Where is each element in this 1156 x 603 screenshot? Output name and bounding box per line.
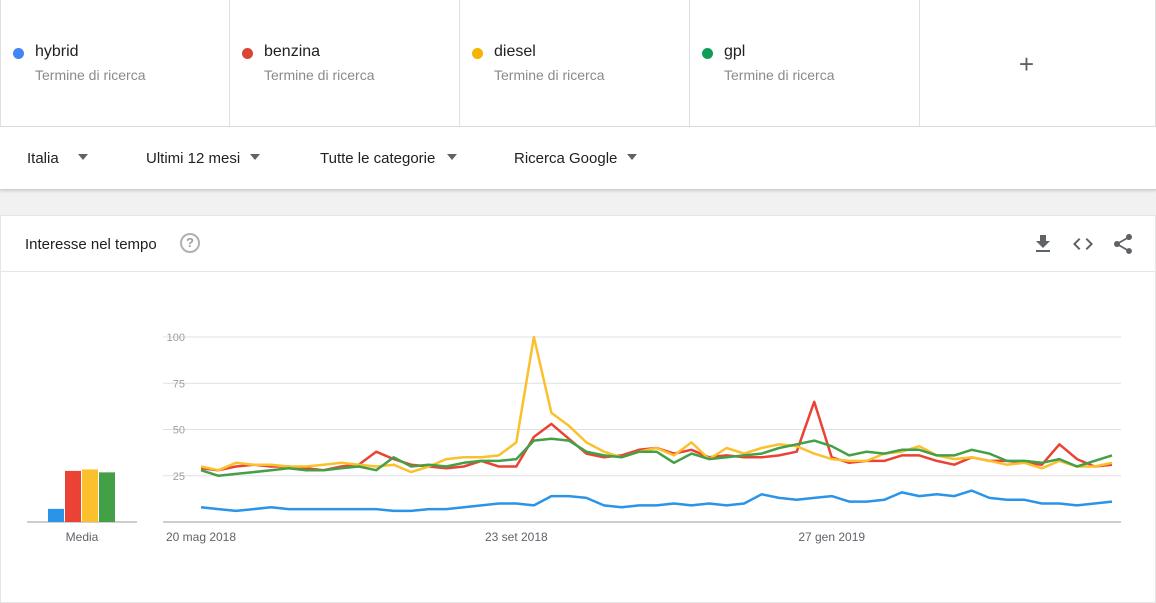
series-line-gpl: [200, 437, 1113, 478]
average-bar-diesel: [82, 469, 98, 522]
term-type-label: Termine di ricerca: [724, 67, 835, 83]
series-line-benzina: [200, 400, 1113, 472]
card-header: Interesse nel tempo ?: [1, 216, 1155, 272]
term-type-label: Termine di ricerca: [35, 67, 146, 83]
help-icon[interactable]: ?: [180, 233, 200, 253]
embed-icon[interactable]: [1071, 232, 1095, 256]
series-color-dot: [13, 48, 24, 59]
search-type-dropdown[interactable]: Ricerca Google: [514, 150, 638, 167]
term-card-gpl[interactable]: gpl Termine di ricerca: [690, 0, 920, 127]
region-label: Italia: [27, 150, 59, 167]
y-tick-label: 50: [173, 425, 185, 437]
term-card-diesel[interactable]: diesel Termine di ricerca: [460, 0, 690, 127]
interest-over-time-card: Interesse nel tempo ? 25 50 75 100 20 mag 20…: [0, 215, 1156, 603]
term-card-hybrid[interactable]: hybrid Termine di ricerca: [0, 0, 230, 127]
card-title: Interesse nel tempo: [25, 236, 157, 253]
term-type-label: Termine di ricerca: [264, 67, 375, 83]
search-type-label: Ricerca Google: [514, 150, 618, 167]
series-line-hybrid: [200, 489, 1113, 513]
term-card-benzina[interactable]: benzina Termine di ricerca: [230, 0, 460, 127]
period-dropdown[interactable]: Ultimi 12 mesi: [146, 150, 261, 167]
add-comparison-button[interactable]: +: [920, 0, 1156, 127]
period-label: Ultimi 12 mesi: [146, 150, 241, 167]
caret-down-icon: [77, 154, 88, 161]
y-tick-label: 75: [173, 378, 185, 390]
average-bar-benzina: [65, 470, 81, 522]
term-name: hybrid: [35, 43, 79, 60]
interest-chart: 25 50 75 100 20 mag 2018 23 set 2018 27 gen 20…: [27, 332, 1121, 544]
term-name: gpl: [724, 43, 746, 60]
term-name: benzina: [264, 43, 321, 60]
plus-icon: +: [1018, 49, 1035, 79]
search-terms-bar: hybrid Termine di ricerca benzina Termin…: [0, 0, 1156, 127]
x-tick-label: 20 mag 2018: [166, 530, 236, 544]
y-tick-label: 25: [173, 471, 185, 483]
download-icon[interactable]: [1031, 232, 1055, 256]
category-label: Tutte le categorie: [320, 150, 436, 167]
caret-down-icon: [627, 154, 638, 161]
series-line-diesel: [200, 335, 1113, 474]
x-tick-label: 27 gen 2019: [798, 530, 865, 544]
term-name: diesel: [494, 43, 536, 60]
average-bar-gpl: [99, 472, 115, 522]
caret-down-icon: [447, 154, 458, 161]
share-icon[interactable]: [1111, 232, 1135, 256]
filter-bar: Italia Ultimi 12 mesi Tutte le categorie…: [0, 127, 1156, 190]
series-color-dot: [242, 48, 253, 59]
category-dropdown[interactable]: Tutte le categorie: [320, 150, 458, 167]
average-bar-hybrid: [48, 508, 64, 522]
region-dropdown[interactable]: Italia: [27, 150, 88, 167]
series-color-dot: [472, 48, 483, 59]
series-color-dot: [702, 48, 713, 59]
term-type-label: Termine di ricerca: [494, 67, 605, 83]
y-tick-label: 100: [167, 332, 185, 344]
caret-down-icon: [250, 154, 261, 161]
x-tick-label: 23 set 2018: [485, 530, 548, 544]
average-label: Media: [66, 530, 99, 544]
